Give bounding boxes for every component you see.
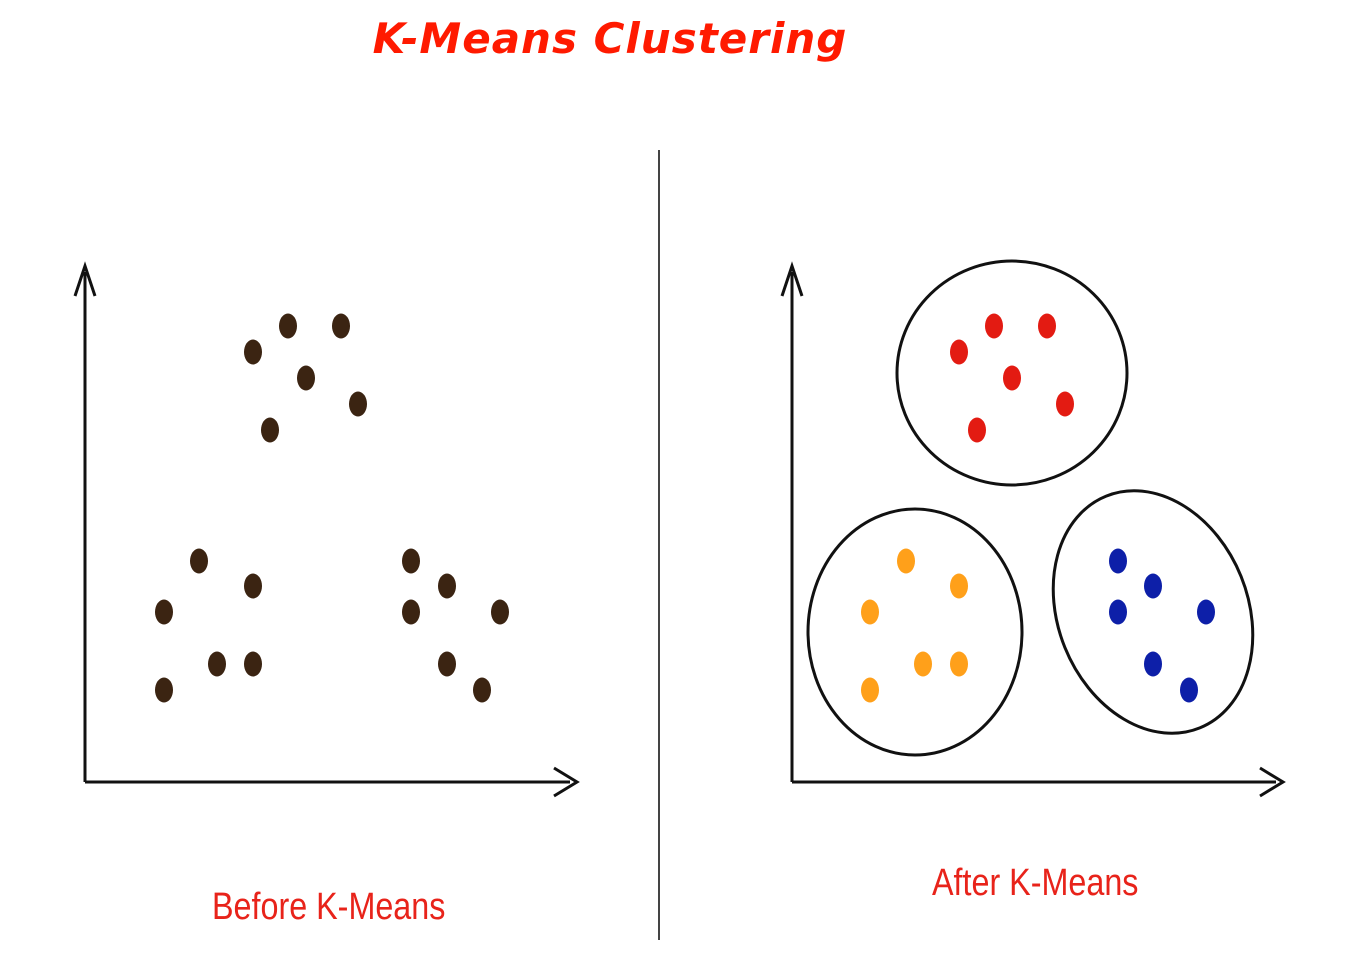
before-caption: Before K-Means (212, 886, 446, 928)
blue-cluster-point (1144, 651, 1162, 677)
cluster-boundaries (806, 259, 1255, 757)
orange-cluster-point (950, 651, 968, 677)
red-cluster-point (1003, 365, 1021, 391)
data-point (402, 599, 420, 625)
data-point (473, 677, 491, 703)
blue-cluster-point (1180, 677, 1198, 703)
data-point (244, 651, 262, 677)
data-point (332, 313, 350, 339)
blue-cluster-point (1109, 599, 1127, 625)
orange-cluster-point (914, 651, 932, 677)
orange-cluster-point (861, 677, 879, 703)
data-point (402, 548, 420, 574)
data-point (261, 417, 279, 443)
red-cluster-point (950, 339, 968, 365)
before-y-arrowhead (73, 261, 97, 297)
before-axes (73, 261, 580, 798)
after-caption: After K-Means (932, 862, 1139, 904)
cluster-boundary-orange (806, 507, 1024, 757)
blue-cluster-point (1109, 548, 1127, 574)
data-point (491, 599, 509, 625)
red-cluster-point (968, 417, 986, 443)
data-point (244, 573, 262, 599)
orange-cluster-point (861, 599, 879, 625)
before-points (155, 313, 509, 703)
data-point (244, 339, 262, 365)
data-point (438, 573, 456, 599)
before-x-arrowhead (553, 766, 580, 798)
red-cluster-point (985, 313, 1003, 339)
after-x-arrowhead (1259, 766, 1286, 798)
after-points (861, 313, 1215, 703)
red-cluster-point (1038, 313, 1056, 339)
orange-cluster-point (950, 573, 968, 599)
cluster-boundary-red (895, 259, 1129, 487)
data-point (155, 677, 173, 703)
page-title: K-Means Clustering (372, 14, 848, 63)
orange-cluster-point (897, 548, 915, 574)
blue-cluster-point (1197, 599, 1215, 625)
data-point (438, 651, 456, 677)
data-point (208, 651, 226, 677)
after-axes (780, 261, 1286, 798)
data-point (155, 599, 173, 625)
panel-divider (658, 150, 660, 940)
data-point (349, 391, 367, 417)
data-point (279, 313, 297, 339)
data-point (190, 548, 208, 574)
blue-cluster-point (1144, 573, 1162, 599)
cluster-boundary-blue (1051, 489, 1255, 735)
after-y-arrowhead (780, 261, 804, 297)
data-point (297, 365, 315, 391)
red-cluster-point (1056, 391, 1074, 417)
